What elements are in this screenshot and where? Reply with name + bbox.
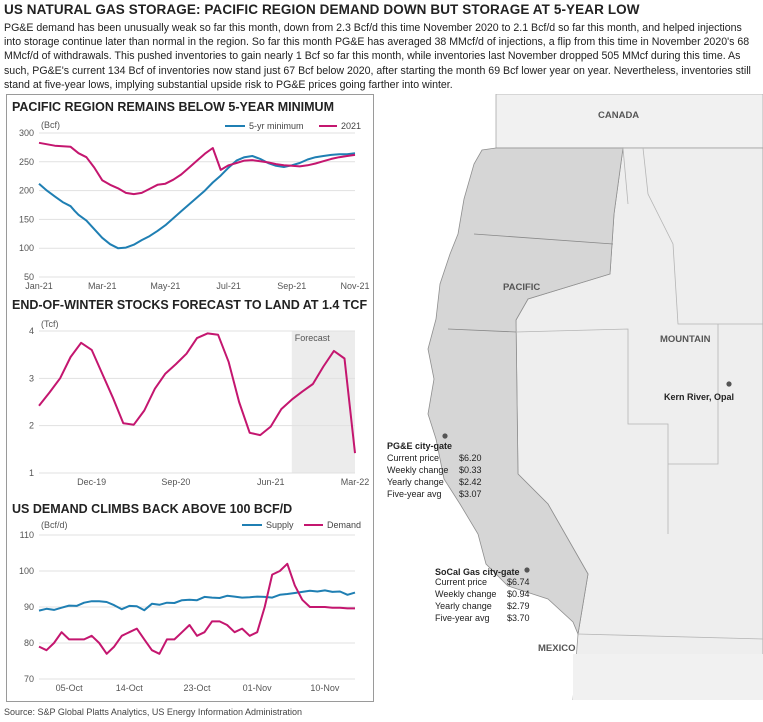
chart1-title: PACIFIC REGION REMAINS BELOW 5-YEAR MINI… [12,100,334,114]
chart-us-demand: US DEMAND CLIMBS BACK ABOVE 100 BCF/D (B… [12,502,361,693]
socal-marker [524,567,530,573]
legend1-2021-label: 2021 [341,121,361,131]
charts-svg: PACIFIC REGION REMAINS BELOW 5-YEAR MINI… [12,100,370,693]
socal-row-label: Yearly change [435,601,492,611]
x-tick-label: Jul-21 [216,281,241,291]
wa-or-border [473,233,614,245]
series-line-0-0 [38,152,356,250]
socal-row-value: $6.74 [507,577,530,587]
legend3-supply-label: Supply [266,520,294,530]
pge-row-value: $0.33 [459,465,482,475]
source-note: Source: S&P Global Platts Analytics, US … [4,707,302,717]
series-line-2-1 [38,562,355,655]
chart3-unit: (Bcf/d) [41,520,68,530]
y-tick-label: 200 [19,186,34,196]
pge-row-value: $6.20 [459,453,482,463]
kern-river-label: Kern River, Opal [664,392,734,402]
x-tick-label: 14-Oct [116,683,144,693]
canada-landmass [495,94,763,149]
x-tick-label: 01-Nov [243,683,273,693]
legend3-demand-label: Demand [327,520,361,530]
pge-row-value: $2.42 [459,477,482,487]
y-tick-label: 250 [19,157,34,167]
socal-row-label: Current price [435,577,487,587]
y-tick-label: 50 [24,272,34,282]
chart-storage: PACIFIC REGION REMAINS BELOW 5-YEAR MINI… [12,100,370,291]
legend1-5yr-label: 5-yr minimum [249,121,304,131]
x-tick-label: 23-Oct [183,683,211,693]
pge-row-label: Current price [387,453,439,463]
y-tick-label: 1 [29,468,34,478]
socal-row-value: $0.94 [507,589,530,599]
socal-row-value: $3.70 [507,613,530,623]
y-tick-label: 100 [19,243,34,253]
x-tick-label: Sep-21 [277,281,306,291]
x-tick-label: Dec-19 [77,477,106,487]
mexico-landmass [573,654,763,700]
y-tick-label: 300 [19,128,34,138]
x-tick-label: Mar-22 [341,477,370,487]
y-tick-label: 2 [29,421,34,431]
region-label-mexico: MEXICO [538,643,575,654]
socal-row-label: Five-year avg [435,613,490,623]
chart3-plot: 70 80 90 100 110 05-Oct 14-Oct 23-Oct 01-Nov 10-N… [19,530,356,693]
y-tick-label: 3 [29,373,34,383]
y-tick-label: 90 [24,602,34,612]
pge-row-label: Five-year avg [387,489,442,499]
y-tick-label: 80 [24,638,34,648]
chart2-plot: Forecast 1 2 3 4 Dec-19 Sep-20 Jun-21 Mar-22 [29,326,369,487]
kern-river-marker [726,381,732,387]
pge-row-label: Yearly change [387,477,444,487]
region-label-mountain: MOUNTAIN [660,334,711,345]
mexico-border [577,633,763,640]
socal-price-box: SoCal Gas city-gate Current price $6.74 … [435,567,530,623]
western-us-map: CANADA PACIFIC MOUNTAIN MEXICO Kern Rive… [378,94,763,700]
x-tick-label: 05-Oct [56,683,84,693]
x-tick-label: Jun-21 [257,477,285,487]
pge-marker [442,433,448,439]
y-tick-label: 100 [19,566,34,576]
chart2-title: END-OF-WINTER STOCKS FORECAST TO LAND AT… [12,298,367,312]
region-label-canada: CANADA [598,110,639,121]
utah-border [668,324,719,465]
series-line-1-0 [38,332,356,454]
forecast-shade [291,331,355,473]
chart1-plot: 50 100 150 200 250 300 Jan-21 Mar-21 May-21 Jul-2… [19,128,370,291]
chart3-title: US DEMAND CLIMBS BACK ABOVE 100 BCF/D [12,502,292,516]
forecast-label: Forecast [295,333,331,343]
socal-row-value: $2.79 [507,601,530,611]
x-tick-label: 10-Nov [310,683,340,693]
region-label-pacific: PACIFIC [503,282,540,293]
pge-row-value: $3.07 [459,489,482,499]
socal-row-label: Weekly change [435,589,496,599]
series-line-0-1 [38,141,356,196]
page-title: US NATURAL GAS STORAGE: PACIFIC REGION D… [4,2,640,17]
or-ca-border [447,328,517,333]
map-svg: CANADA PACIFIC MOUNTAIN MEXICO Kern Rive… [378,94,763,700]
pge-price-box: PG&E city-gate Current price $6.20 Weekl… [387,441,482,499]
y-tick-label: 150 [19,214,34,224]
pge-title: PG&E city-gate [387,441,452,451]
chart-end-of-winter: END-OF-WINTER STOCKS FORECAST TO LAND AT… [12,298,369,487]
chart2-unit: (Tcf) [41,319,59,329]
y-tick-label: 110 [20,530,34,540]
charts-panel: PACIFIC REGION REMAINS BELOW 5-YEAR MINI… [6,94,374,702]
series-line-2-0 [38,589,356,612]
pge-row-label: Weekly change [387,465,448,475]
x-tick-label: Mar-21 [88,281,117,291]
x-tick-label: May-21 [150,281,180,291]
y-tick-label: 70 [24,674,34,684]
x-tick-label: Jan-21 [25,281,53,291]
intro-paragraph: PG&E demand has been unusually weak so f… [4,22,751,91]
idaho-border-north [622,147,629,205]
x-tick-label: Sep-20 [161,477,190,487]
pacific-region [427,147,624,636]
montana-border [642,147,763,325]
socal-title: SoCal Gas city-gate [435,567,520,577]
chart1-unit: (Bcf) [41,120,60,130]
nevada-border [515,328,669,534]
y-tick-label: 4 [29,326,34,336]
x-tick-label: Nov-21 [340,281,369,291]
